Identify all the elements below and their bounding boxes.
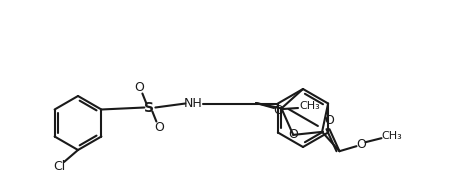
Text: NH: NH [184, 97, 203, 110]
Text: O: O [273, 105, 283, 118]
Text: O: O [154, 121, 164, 134]
Text: O: O [357, 138, 366, 151]
Text: O: O [288, 128, 298, 141]
Text: CH₃: CH₃ [300, 101, 320, 111]
Text: O: O [134, 81, 144, 94]
Text: CH₃: CH₃ [381, 131, 402, 141]
Text: S: S [144, 101, 154, 115]
Text: O: O [324, 114, 334, 127]
Text: Cl: Cl [53, 160, 65, 174]
